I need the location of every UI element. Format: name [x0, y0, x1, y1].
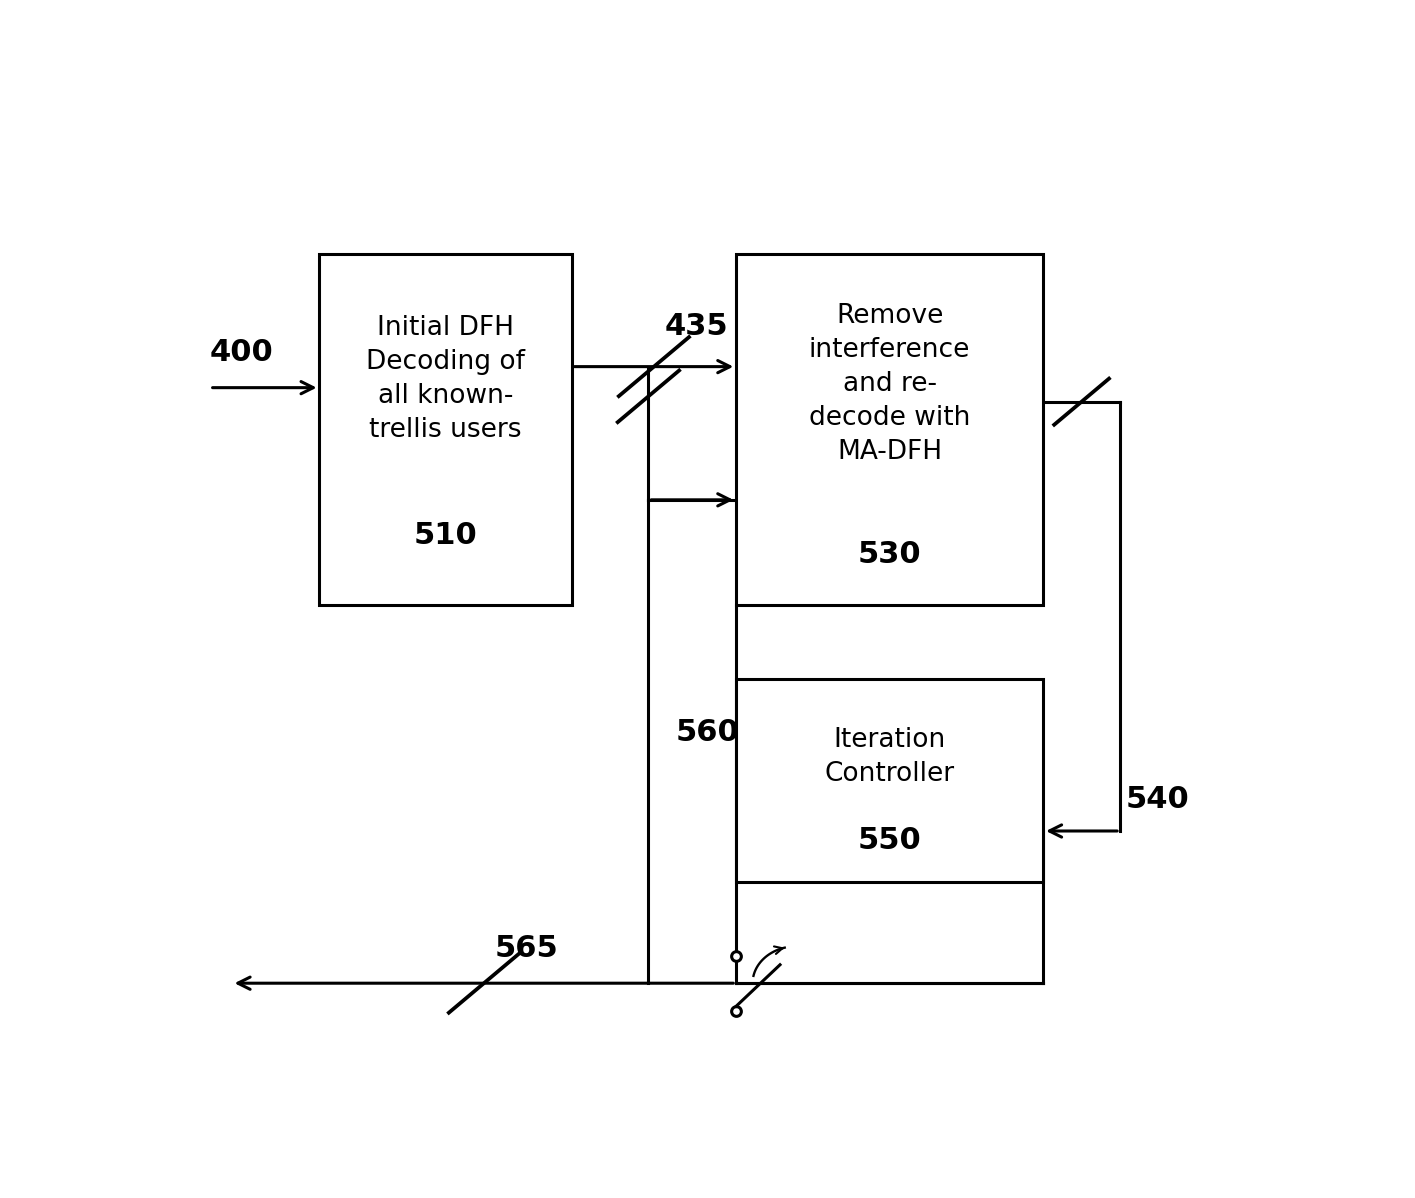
- Text: Initial DFH
Decoding of
all known-
trellis users: Initial DFH Decoding of all known- trell…: [366, 315, 525, 443]
- Text: 565: 565: [495, 934, 559, 963]
- Text: 510: 510: [413, 521, 477, 550]
- Text: 530: 530: [857, 540, 921, 569]
- Bar: [736, 254, 1043, 605]
- Text: 400: 400: [209, 338, 273, 368]
- Text: Remove
interference
and re-
decode with
MA-DFH: Remove interference and re- decode with …: [809, 303, 971, 465]
- Text: 560: 560: [676, 718, 740, 746]
- Bar: [736, 679, 1043, 882]
- Text: 435: 435: [665, 311, 729, 340]
- Bar: [320, 254, 572, 605]
- Text: 540: 540: [1125, 786, 1189, 815]
- Text: 550: 550: [857, 825, 921, 854]
- Text: Iteration
Controller: Iteration Controller: [825, 727, 955, 787]
